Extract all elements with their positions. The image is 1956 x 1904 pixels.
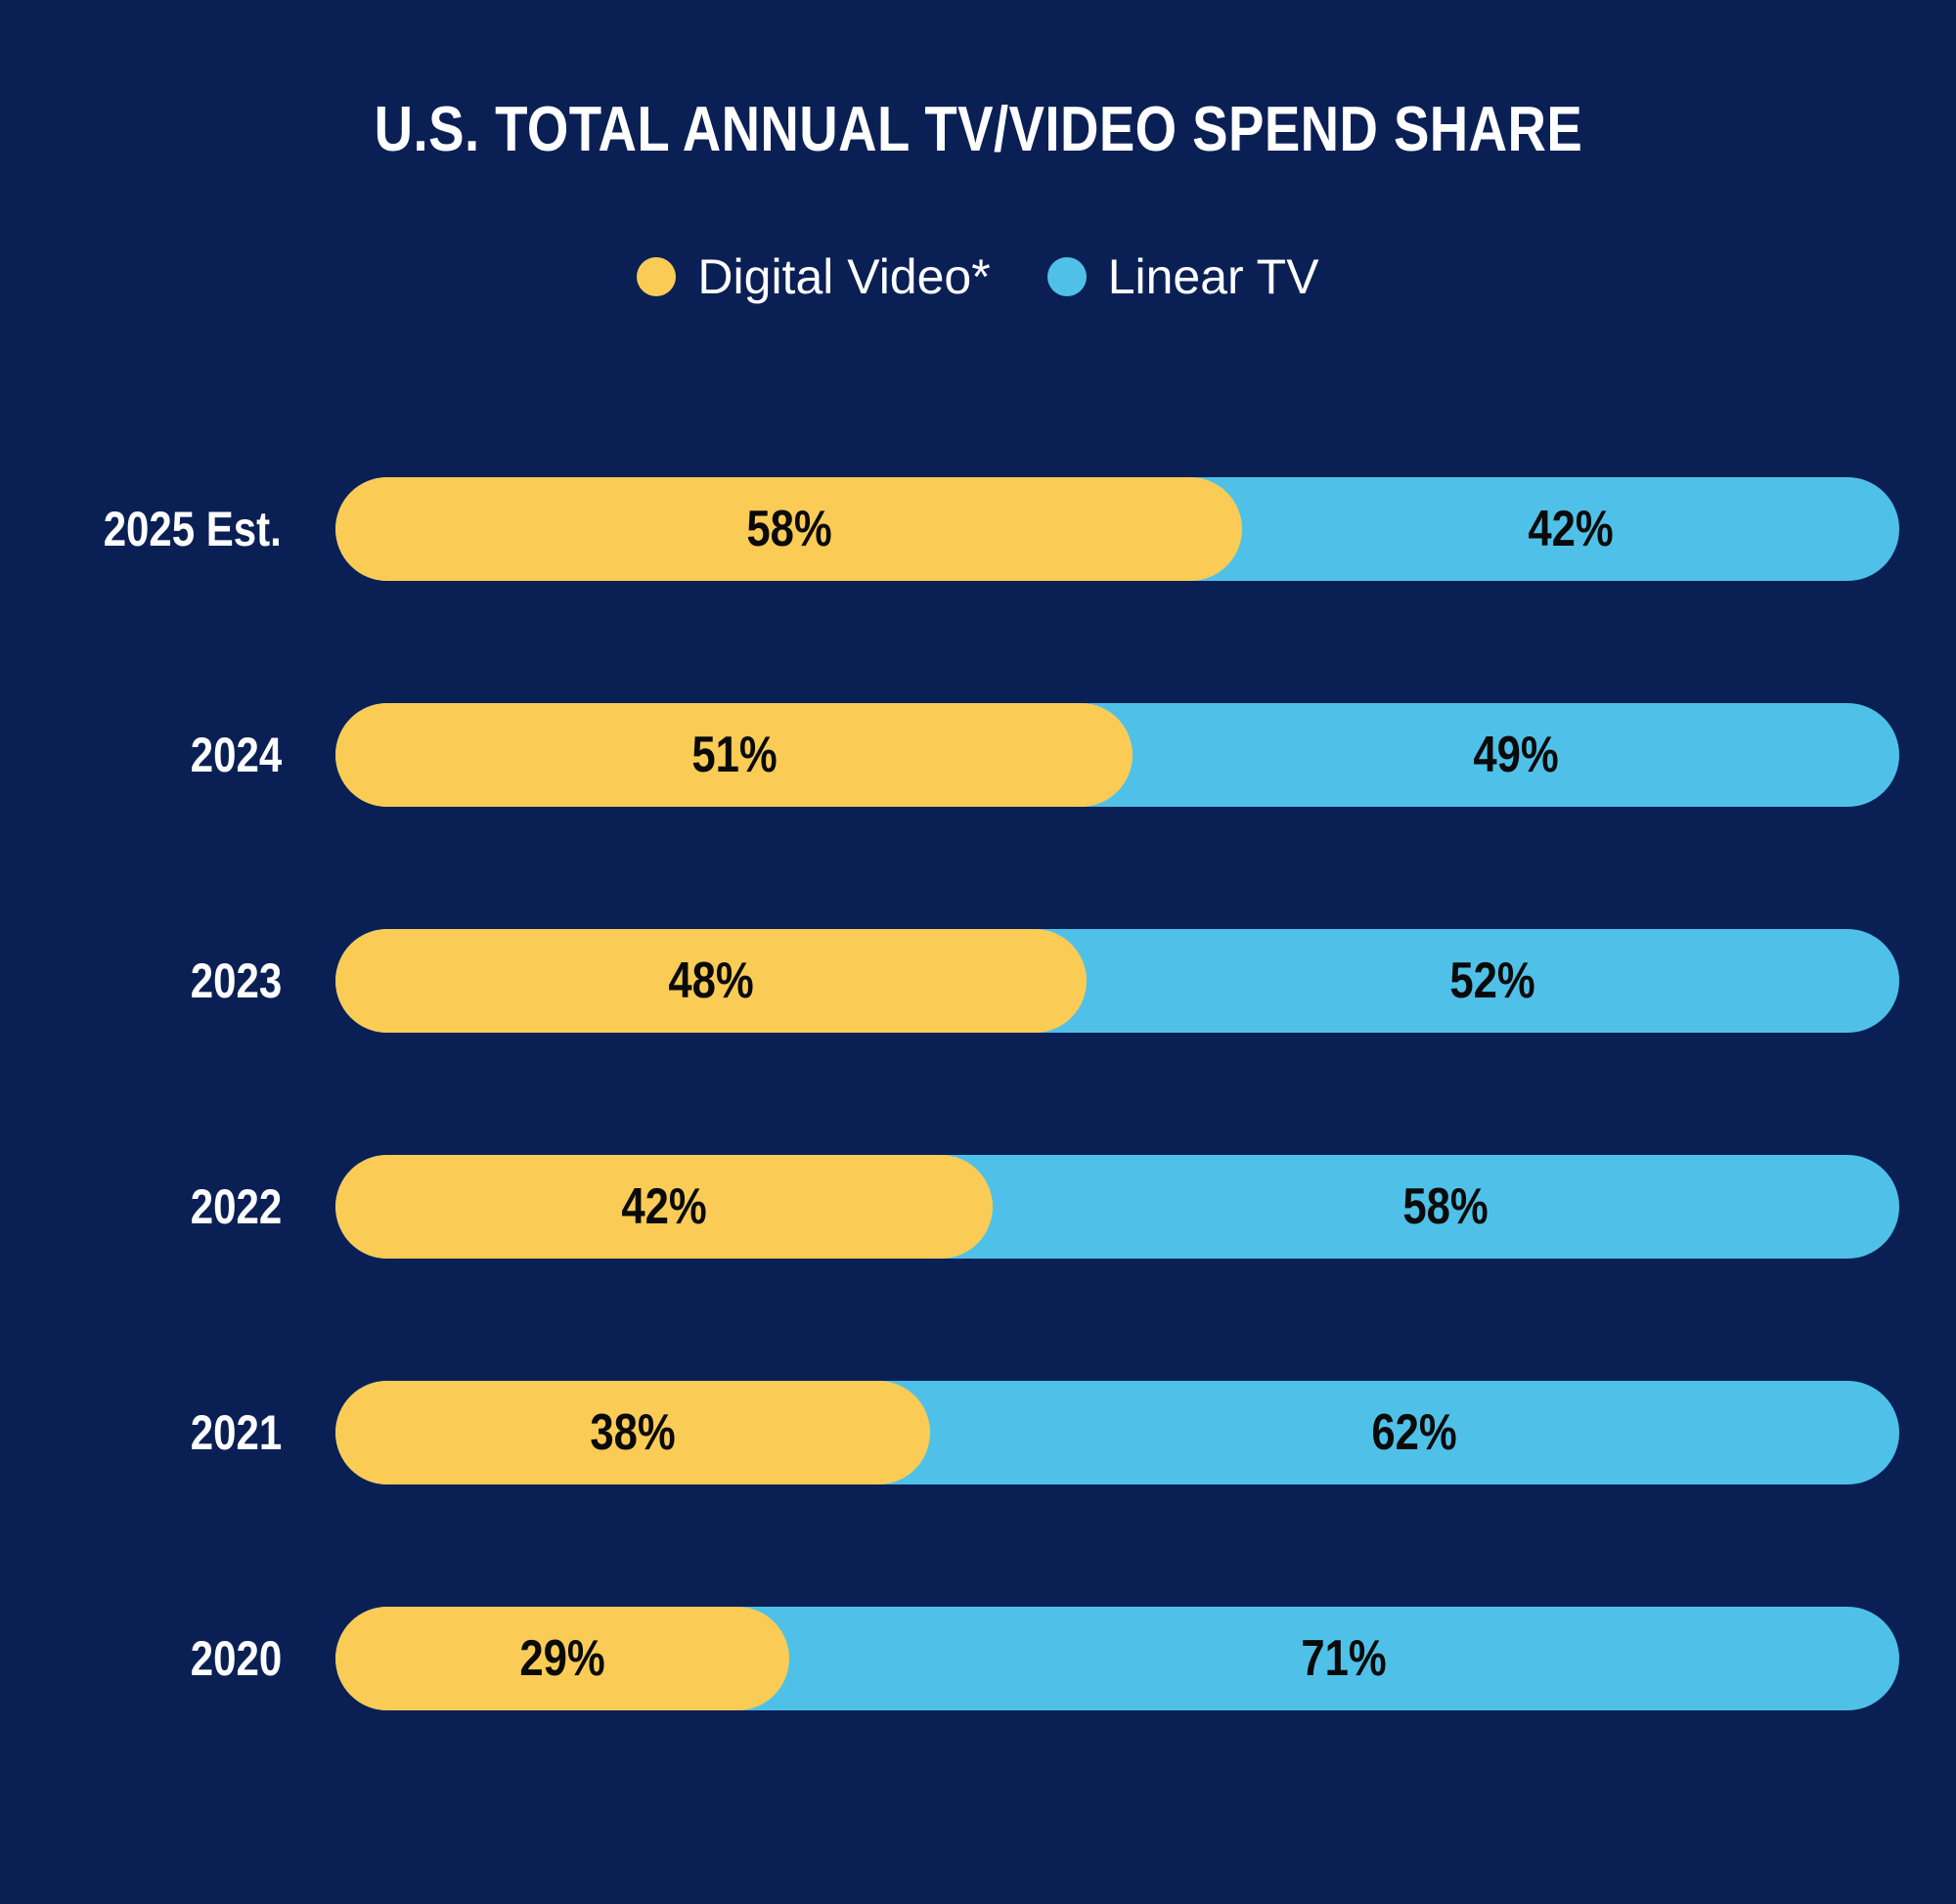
chart-row-2021: 2021 38% 62% xyxy=(0,1380,1956,1484)
chart-row-2022: 2022 42% 58% xyxy=(0,1154,1956,1259)
chart-row-2024: 2024 51% 49% xyxy=(0,702,1956,807)
linear-tv-value: 49% xyxy=(1473,726,1559,783)
chart-row-2023: 2023 48% 52% xyxy=(0,928,1956,1033)
digital-video-segment xyxy=(335,1380,930,1484)
stacked-bar-2025-est: 58% 42% xyxy=(335,476,1899,581)
digital-video-segment xyxy=(335,476,1243,581)
legend: Digital Video* Linear TV xyxy=(0,248,1956,305)
legend-label-digital-video: Digital Video* xyxy=(697,248,991,304)
digital-video-value: 42% xyxy=(621,1177,707,1235)
linear-tv-swatch-icon xyxy=(1046,256,1087,296)
digital-video-segment xyxy=(335,702,1134,807)
legend-label-linear-tv: Linear TV xyxy=(1107,248,1319,304)
chart-row-2025-est: 2025 Est. 58% 42% xyxy=(0,476,1956,581)
stacked-bar-2024: 51% 49% xyxy=(335,702,1899,807)
year-label: 2020 xyxy=(190,1630,282,1686)
digital-video-value: 51% xyxy=(691,726,778,783)
linear-tv-value: 52% xyxy=(1449,952,1535,1009)
year-label: 2021 xyxy=(190,1404,282,1460)
stacked-bar-2021: 38% 62% xyxy=(335,1380,1899,1484)
chart-row-2020: 2020 29% 71% xyxy=(0,1606,1956,1710)
stacked-bar-2022: 42% 58% xyxy=(335,1154,1899,1259)
stacked-bar-2020: 29% 71% xyxy=(335,1606,1899,1710)
legend-item-digital-video: Digital Video* xyxy=(637,248,991,305)
digital-video-value: 58% xyxy=(745,500,832,557)
linear-tv-value: 71% xyxy=(1301,1629,1388,1687)
digital-video-segment xyxy=(335,928,1087,1033)
year-label: 2024 xyxy=(190,727,282,782)
chart-title-text: U.S. TOTAL ANNUAL TV/VIDEO SPEND SHARE xyxy=(374,93,1582,164)
digital-video-swatch-icon xyxy=(637,256,677,296)
linear-tv-value: 58% xyxy=(1402,1177,1489,1235)
digital-video-value: 48% xyxy=(668,952,754,1009)
chart-plot-area: 2025 Est. 58% 42% 2024 51% 49% 2023 4 xyxy=(0,476,1956,1710)
digital-video-segment xyxy=(335,1606,789,1710)
linear-tv-value: 62% xyxy=(1371,1403,1458,1461)
stacked-bar-2023: 48% 52% xyxy=(335,928,1899,1033)
legend-item-linear-tv: Linear TV xyxy=(1046,248,1319,305)
chart-title: U.S. TOTAL ANNUAL TV/VIDEO SPEND SHARE xyxy=(0,0,1956,164)
year-label: 2023 xyxy=(190,952,282,1008)
digital-video-segment xyxy=(335,1154,993,1259)
digital-video-value: 38% xyxy=(590,1403,676,1461)
year-label: 2022 xyxy=(190,1178,282,1234)
year-label: 2025 Est. xyxy=(103,501,282,556)
linear-tv-value: 42% xyxy=(1528,500,1614,557)
digital-video-value: 29% xyxy=(519,1629,605,1687)
